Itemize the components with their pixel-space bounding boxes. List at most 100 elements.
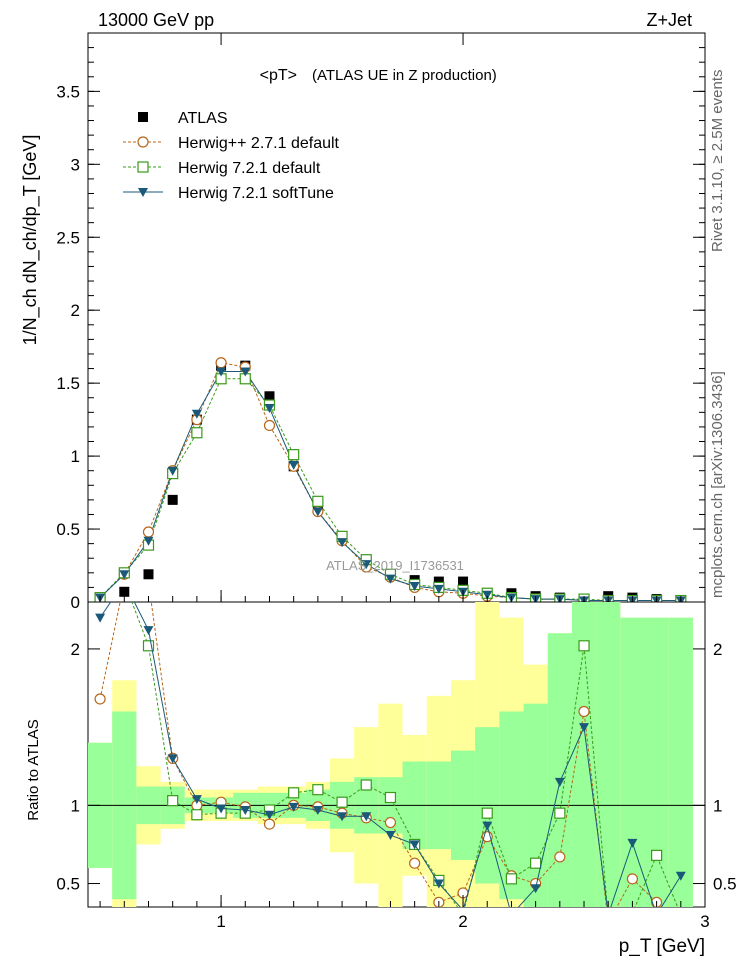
data-point xyxy=(312,507,323,517)
data-point xyxy=(119,586,130,597)
y-tick-label: 1.5 xyxy=(56,374,80,393)
ratio-point xyxy=(263,818,276,830)
legend-label: Herwig 7.2.1 default xyxy=(178,160,321,177)
ratio-point xyxy=(554,851,566,863)
ratio-point xyxy=(191,809,203,821)
data-point xyxy=(167,466,178,476)
chart-subtitle: (ATLAS UE in Z production) xyxy=(312,67,497,84)
ratio-tick-label: 1 xyxy=(71,796,80,815)
ratio-point xyxy=(530,884,541,894)
collision-label: 13000 GeV pp xyxy=(98,10,214,30)
ratio-band-green xyxy=(571,602,597,907)
ratio-point xyxy=(626,873,639,885)
ratio-tick-label: 2 xyxy=(713,640,722,659)
ratio-point xyxy=(240,806,251,816)
ratio-band-green xyxy=(620,617,645,907)
ratio-point xyxy=(361,812,372,822)
ratio-point xyxy=(336,796,348,808)
x-axis-label: p_T [GeV] xyxy=(619,936,705,957)
data-point xyxy=(216,367,227,377)
ratio-tick-label: 0.5 xyxy=(56,875,80,894)
ratio-point xyxy=(554,807,566,819)
data-point xyxy=(385,574,396,584)
ratio-point xyxy=(409,857,421,869)
ratio-band-green xyxy=(596,602,621,907)
data-point xyxy=(191,427,203,439)
y-tick-label: 2.5 xyxy=(56,228,80,247)
ratio-point xyxy=(578,705,590,718)
ratio-point xyxy=(578,640,590,652)
x-tick-label: 3 xyxy=(700,912,709,931)
ratio-point xyxy=(167,754,178,764)
legend-marker xyxy=(138,112,148,122)
ratio-tick-label: 0.5 xyxy=(713,875,737,894)
ratio-point xyxy=(385,831,396,841)
chart-title: <pT> xyxy=(260,67,297,84)
legend: ATLAS Herwig++ 2.7.1 default Herwig 7.2.1 … xyxy=(123,110,340,202)
mcplots-label: mcplots.cern.ch [arXiv:1306.3436] xyxy=(709,371,726,598)
data-point xyxy=(288,460,299,470)
ratio-point xyxy=(312,784,324,796)
ratio-point xyxy=(360,779,372,791)
ratio-point xyxy=(384,816,397,829)
legend-label: ATLAS xyxy=(178,110,228,127)
y-tick-label: 3 xyxy=(71,155,80,174)
ratio-point xyxy=(481,807,493,819)
y-tick-label: 2 xyxy=(71,301,80,320)
ratio-point xyxy=(94,693,106,705)
data-point xyxy=(337,538,348,548)
data-point xyxy=(361,560,372,570)
y-tick-label: 1 xyxy=(71,447,80,466)
ratio-point xyxy=(264,810,275,820)
data-point xyxy=(119,570,130,580)
main-y-axis: 0 0.5 1 1.5 2 2.5 3 3.5 xyxy=(56,47,705,612)
ratio-point xyxy=(312,806,323,816)
legend-marker xyxy=(137,136,149,148)
data-point xyxy=(215,357,227,369)
ratio-point xyxy=(288,787,300,799)
ratio-point xyxy=(482,821,493,831)
y-tick-label: 0.5 xyxy=(56,520,80,539)
ratio-plot-area xyxy=(88,602,705,907)
ratio-point xyxy=(95,613,106,623)
ratio-point xyxy=(216,804,227,814)
ratio-point xyxy=(409,840,420,850)
data-point xyxy=(433,584,444,594)
x-axis: 1 2 3 xyxy=(99,33,710,931)
ratio-point xyxy=(191,795,202,805)
x-tick-label: 2 xyxy=(458,912,467,931)
y-tick-label: 3.5 xyxy=(56,82,80,101)
data-point xyxy=(409,581,420,591)
data-point xyxy=(143,536,154,546)
legend-label: Herwig 7.2.1 softTune xyxy=(178,185,334,202)
ratio-point xyxy=(627,838,638,848)
legend-marker xyxy=(138,188,148,197)
data-point xyxy=(482,590,493,600)
ratio-point xyxy=(142,640,155,652)
data-point xyxy=(288,449,300,461)
data-point xyxy=(312,495,324,507)
ratio-tick-label: 2 xyxy=(71,640,80,659)
data-point xyxy=(458,576,469,587)
legend-label: Herwig++ 2.7.1 default xyxy=(178,135,340,152)
data-point xyxy=(142,526,155,538)
data-point xyxy=(240,367,251,377)
data-point xyxy=(167,494,178,505)
rivet-label: Rivet 3.1.10, ≥ 2.5M events xyxy=(709,70,726,253)
data-point xyxy=(143,569,154,580)
ratio-point xyxy=(167,795,179,807)
data-point xyxy=(191,409,202,419)
ratio-point xyxy=(288,802,299,812)
ratio-axis-label: Ratio to ATLAS xyxy=(25,719,42,820)
ratio-point xyxy=(675,871,686,881)
ratio-point xyxy=(554,777,565,787)
ratio-tick-label: 1 xyxy=(713,796,722,815)
ratio-point xyxy=(433,879,444,889)
ratio-point xyxy=(579,723,590,733)
y-axis-label: 1/N_ch dN_ch/dp_T [GeV] xyxy=(20,135,41,346)
x-tick-label: 1 xyxy=(216,912,225,931)
data-point xyxy=(264,391,275,402)
ratio-point xyxy=(505,873,518,885)
y-axis-label-text: 1/N_ch dN_ch/dp_T [GeV] xyxy=(20,135,41,346)
